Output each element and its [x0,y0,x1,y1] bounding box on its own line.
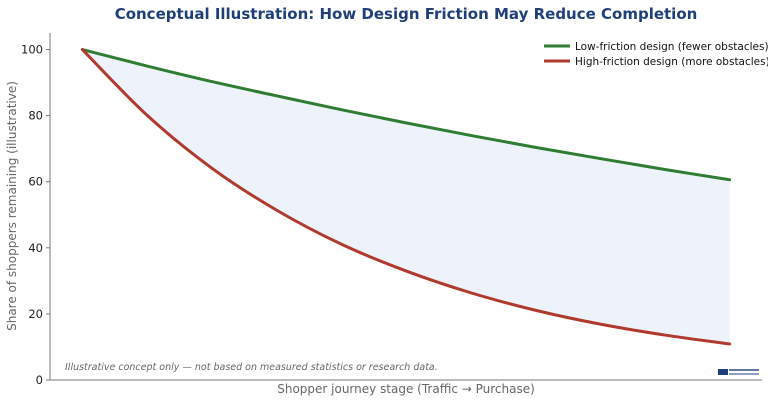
y-axis-label: Share of shoppers remaining (illustrativ… [5,81,19,331]
series-line-high-friction [80,48,732,346]
logo-wordmark-line-2 [729,373,759,375]
y-tick-label: 80 [28,109,43,123]
logo-mark [718,369,728,375]
logo-wordmark-line-1 [729,369,759,371]
plot-area [80,48,732,346]
legend-label-high-friction: High-friction design (more obstacles) [575,56,768,68]
fill-between-area [82,49,730,344]
legend-label-low-friction: Low-friction design (fewer obstacles) [575,41,768,53]
y-tick-label: 100 [21,43,43,57]
disclaimer-note: Illustrative concept only — not based on… [65,362,438,373]
y-tick-label: 0 [36,373,43,387]
series-line-low-friction [80,48,732,182]
brand-logo [718,369,759,375]
x-axis-label: Shopper journey stage (Traffic → Purchas… [277,382,535,396]
chart-title: Conceptual Illustration: How Design Fric… [115,5,698,23]
legend: Low-friction design (fewer obstacles) Hi… [544,41,768,68]
y-tick-label: 60 [28,175,43,189]
y-tick-label: 40 [28,241,43,255]
y-tick-label: 20 [28,307,43,321]
y-ticks: 0 20 40 60 80 100 [21,43,50,387]
